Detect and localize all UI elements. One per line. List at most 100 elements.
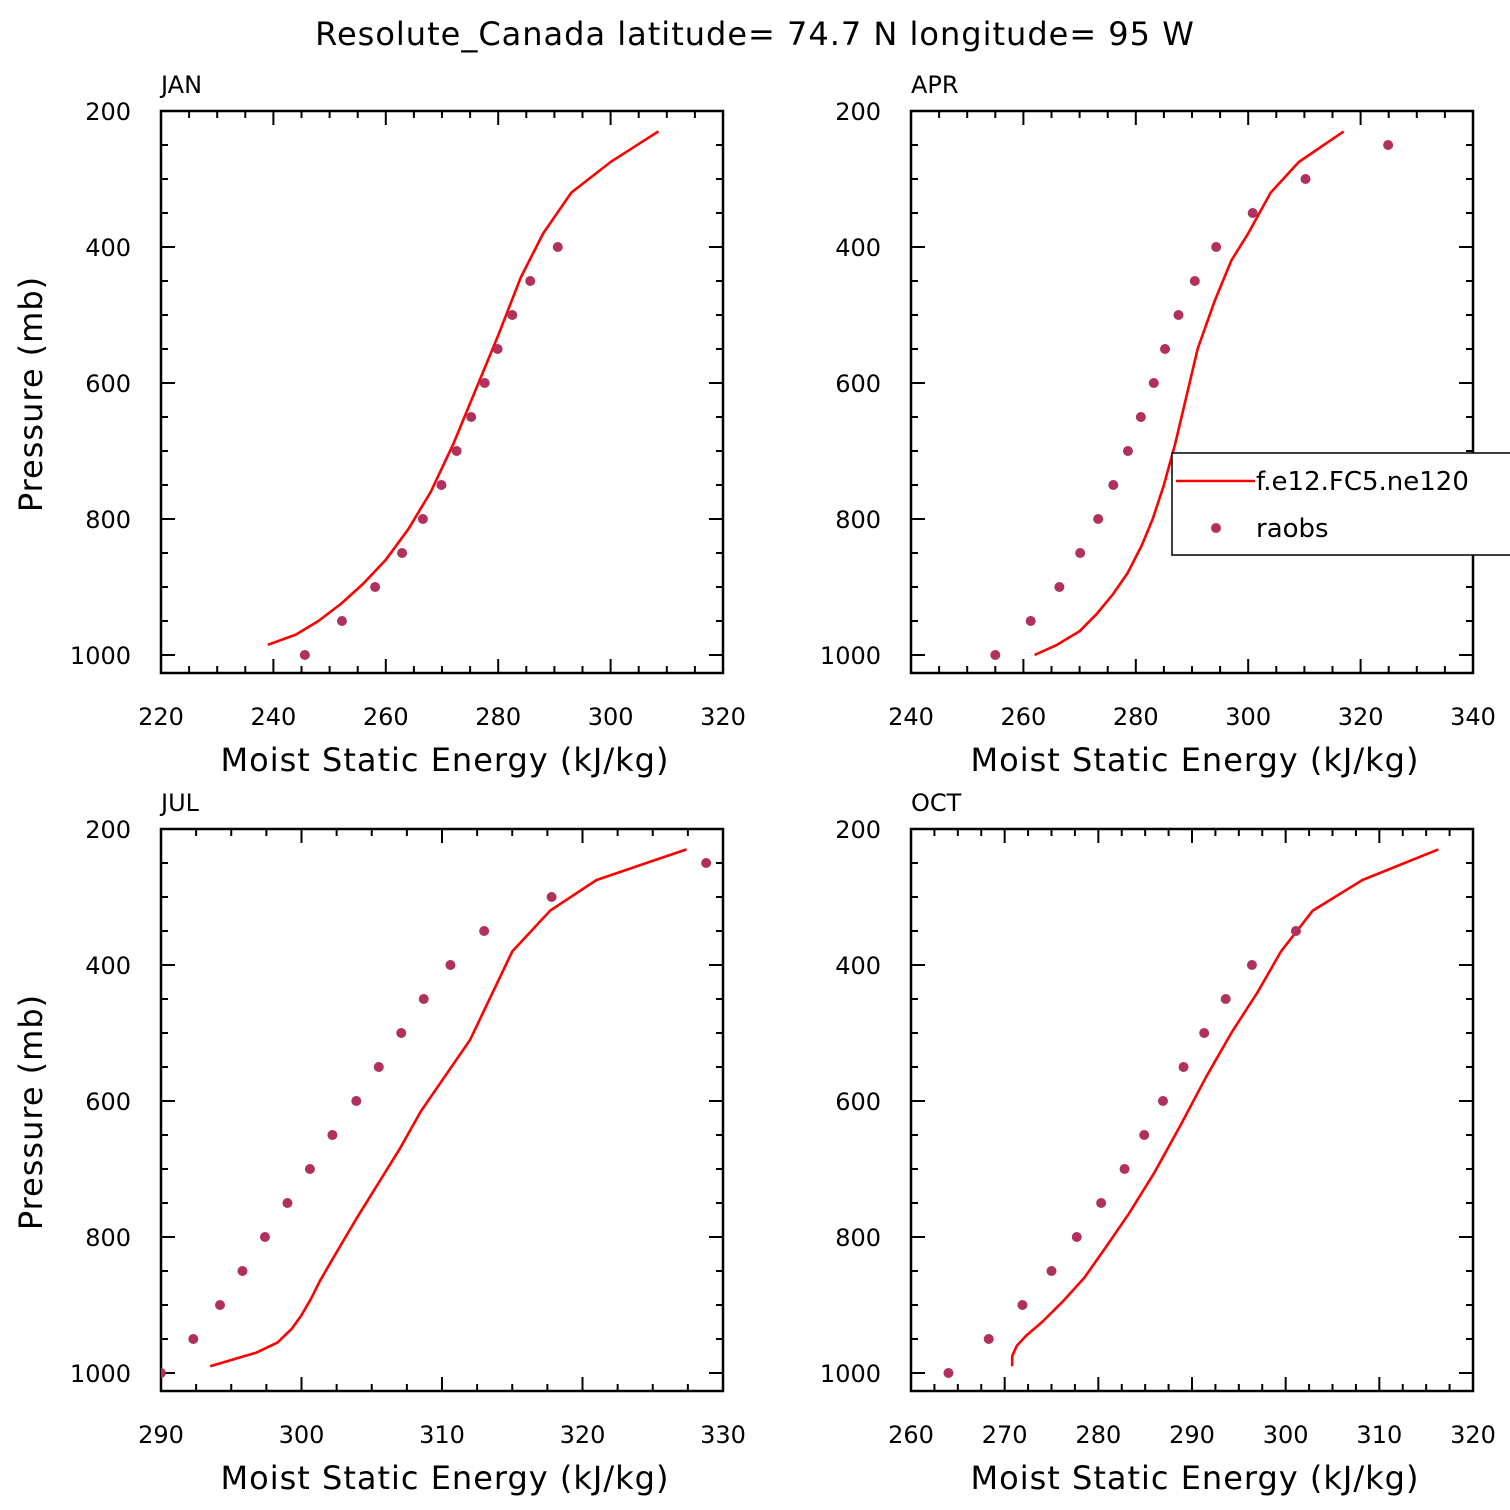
obs-point (983, 1334, 994, 1344)
legend: f.e12.FC5.ne120 raobs (1171, 452, 1510, 556)
series-group (990, 130, 1394, 660)
obs-point (336, 616, 347, 626)
figure-title: Resolute_Canada latitude= 74.7 N longitu… (315, 15, 1195, 53)
obs-point (215, 1300, 226, 1310)
obs-point (1199, 1028, 1210, 1038)
obs-point (161, 1368, 166, 1378)
x-tick-label: 290 (138, 1421, 184, 1449)
obs-point (1093, 514, 1104, 524)
obs-point (1108, 480, 1119, 490)
obs-point (370, 582, 381, 592)
y-tick-label: 800 (835, 1224, 881, 1252)
obs-point (304, 1164, 315, 1174)
x-tick-label: 240 (888, 703, 934, 731)
model-line (209, 848, 687, 1368)
obs-point (396, 1028, 407, 1038)
obs-point (1071, 1232, 1082, 1242)
panel-title: JUL (159, 789, 200, 817)
obs-point (1025, 616, 1036, 626)
x-tick-label: 220 (138, 703, 184, 731)
y-tick-label: 1000 (70, 1360, 131, 1388)
y-tick-label: 1000 (70, 642, 131, 670)
x-axis-label: Moist Static Energy (kJ/kg) (971, 741, 1420, 779)
model-line (267, 130, 660, 647)
plot-frame (159, 109, 725, 675)
obs-point (479, 378, 490, 388)
y-tick-label: 200 (835, 816, 881, 844)
obs-point (1075, 548, 1086, 558)
x-tick-label: 320 (1450, 1421, 1496, 1449)
obs-point (466, 412, 477, 422)
x-tick-label: 300 (279, 1421, 325, 1449)
obs-point (417, 514, 428, 524)
obs-point (1173, 310, 1184, 320)
y-tick-label: 800 (85, 1224, 131, 1252)
obs-point (259, 1232, 270, 1242)
obs-point (1054, 582, 1065, 592)
y-tick-label: 1000 (820, 642, 881, 670)
obs-point (1119, 1164, 1130, 1174)
legend-obs-swatch (1211, 523, 1221, 533)
obs-point (1160, 344, 1171, 354)
obs-point (1247, 208, 1258, 218)
obs-point (1139, 1130, 1150, 1140)
obs-point (373, 1062, 384, 1072)
obs-point (525, 276, 536, 286)
obs-point (451, 446, 462, 456)
obs-point (479, 926, 490, 936)
obs-point (1148, 378, 1159, 388)
x-tick-label: 280 (475, 703, 521, 731)
obs-point (1290, 926, 1301, 936)
x-tick-label: 240 (250, 703, 296, 731)
panel-jul: 290 300 310 320 330 200 400 600 800 1000 Moist Sta… (12, 789, 746, 1497)
y-axis-label: Pressure (mb) (12, 276, 50, 512)
obs-point (1189, 276, 1200, 286)
obs-point (990, 650, 1001, 660)
y-tick-label: 600 (85, 370, 131, 398)
x-tick-label: 340 (1450, 703, 1496, 731)
obs-point (1300, 174, 1311, 184)
obs-point (1046, 1266, 1057, 1276)
panels: 220 240 260 280 300 320 200 400 600 800 1000 Moist … (12, 71, 1496, 1497)
x-axis-label: Moist Static Energy (kJ/kg) (221, 1459, 670, 1497)
obs-point (299, 650, 310, 660)
obs-point (351, 1096, 362, 1106)
obs-point (1246, 960, 1257, 970)
x-tick-label: 290 (1169, 1421, 1215, 1449)
x-axis-label: Moist Static Energy (kJ/kg) (971, 1459, 1420, 1497)
x-tick-label: 270 (982, 1421, 1028, 1449)
obs-point (1178, 1062, 1189, 1072)
x-tick-label: 300 (1225, 703, 1271, 731)
panel-oct: 260 270 280 290 300 310 320 200 400 600 800 1000 Moi… (820, 789, 1496, 1497)
x-tick-label: 320 (1338, 703, 1384, 731)
obs-point (418, 994, 429, 1004)
model-line (1010, 848, 1439, 1367)
obs-point (507, 310, 518, 320)
obs-point (1017, 1300, 1028, 1310)
y-tick-label: 600 (835, 370, 881, 398)
x-tick-label: 310 (1356, 1421, 1402, 1449)
obs-point (1122, 446, 1133, 456)
x-tick-label: 260 (1000, 703, 1046, 731)
obs-point (701, 858, 712, 868)
obs-point (1211, 242, 1222, 252)
x-tick-label: 320 (700, 703, 746, 731)
plot-frame (909, 109, 1475, 675)
y-tick-label: 800 (85, 506, 131, 534)
y-tick-label: 200 (85, 98, 131, 126)
y-tick-label: 1000 (820, 1360, 881, 1388)
y-tick-label: 800 (835, 506, 881, 534)
model-line (1034, 130, 1345, 657)
y-tick-label: 200 (85, 816, 131, 844)
obs-point (1220, 994, 1231, 1004)
y-tick-label: 400 (85, 234, 131, 262)
x-tick-label: 260 (888, 1421, 934, 1449)
y-axis-label: Pressure (mb) (12, 994, 50, 1230)
panel-apr: 240 260 280 300 320 340 200 400 600 800 1000 Moist … (820, 71, 1496, 779)
series-group (943, 848, 1439, 1378)
x-axis-label: Moist Static Energy (kJ/kg) (221, 741, 670, 779)
legend-model-label: f.e12.FC5.ne120 (1256, 467, 1469, 497)
obs-point (1383, 140, 1394, 150)
x-tick-label: 280 (1113, 703, 1159, 731)
